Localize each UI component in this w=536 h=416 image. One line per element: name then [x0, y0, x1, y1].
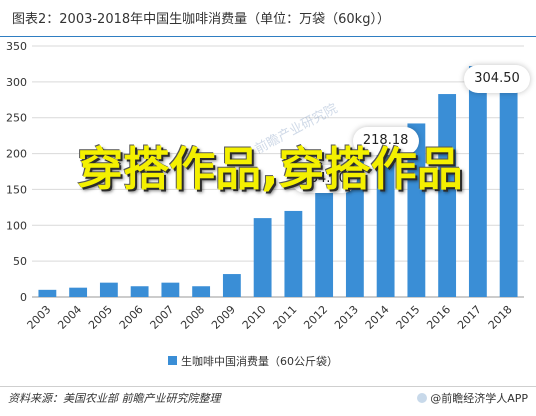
bar-2012 [315, 178, 334, 297]
bar-2016 [438, 94, 457, 297]
x-tick-label: 2005 [86, 303, 115, 332]
x-tick-label: 2016 [424, 303, 453, 332]
bar-2006 [130, 286, 149, 297]
x-tick-label: 2011 [271, 303, 300, 332]
x-tick-label: 2010 [240, 303, 269, 332]
x-tick-label: 2004 [55, 303, 84, 332]
y-tick-label: 150 [6, 183, 27, 196]
bar-2007 [161, 282, 180, 297]
brand-logo-icon [417, 393, 428, 403]
bar-2004 [69, 287, 88, 297]
y-tick-label: 350 [6, 40, 27, 53]
bars [38, 66, 518, 297]
bar-2008 [192, 286, 211, 297]
bar-2011 [284, 210, 303, 297]
x-tick-label: 2013 [332, 303, 361, 332]
x-tick-label: 2014 [363, 303, 392, 332]
source-note: 资料来源：美国农业部 前瞻产业研究院整理 [8, 392, 221, 405]
x-tick-label: 2012 [301, 303, 330, 332]
y-tick-label: 0 [20, 291, 27, 304]
legend-swatch [168, 356, 177, 365]
y-tick-label: 300 [6, 76, 27, 89]
x-tick-label: 2006 [117, 303, 146, 332]
x-tick-label: 2018 [486, 303, 515, 332]
bar-2014 [376, 140, 395, 297]
x-tick-label: 2015 [394, 303, 423, 332]
bar-2003 [38, 289, 57, 297]
x-tick-label: 2009 [209, 303, 238, 332]
bar-2009 [222, 274, 241, 297]
y-tick-label: 250 [6, 112, 27, 125]
chart-title: 图表2：2003-2018年中国生咖啡消费量（单位：万袋（60kg）） [12, 12, 390, 27]
data-label-2012: 164.80 [291, 164, 358, 193]
data-label-2014: 218.18 [352, 126, 419, 155]
legend: 生咖啡中国消费量（60公斤袋） [168, 354, 338, 368]
y-tick-label: 200 [6, 148, 27, 161]
bar-2010 [253, 218, 272, 297]
bar-2013 [345, 160, 364, 297]
y-tick-label: 50 [13, 255, 27, 268]
bar-2018 [499, 78, 518, 297]
x-tick-label: 2007 [148, 303, 177, 332]
brand-mark: @前瞻经济学人APP [417, 390, 528, 406]
x-tick-label: 2003 [25, 303, 54, 332]
x-tick-labels: 2003 2004 2005 2006 2007 2008 2009 2010 2011 2012… [25, 303, 515, 332]
title-divider [0, 36, 536, 37]
overlay-caption: 穿搭作品,穿搭作品 [77, 142, 463, 196]
y-tick-label: 100 [6, 219, 27, 232]
brand-text: @前瞻经济学人APP [430, 392, 528, 405]
footer-divider [0, 386, 536, 387]
x-tick-label: 2008 [178, 303, 207, 332]
data-label-2018: 304.50 [464, 64, 530, 93]
x-tick-label: 2017 [455, 303, 484, 332]
y-tick-labels: 0 50 100 150 200 250 300 350 [6, 40, 27, 304]
bar-2015 [407, 123, 426, 297]
bar-2005 [99, 282, 118, 297]
bar-2017 [468, 66, 487, 297]
legend-label: 生咖啡中国消费量（60公斤袋） [181, 354, 338, 368]
